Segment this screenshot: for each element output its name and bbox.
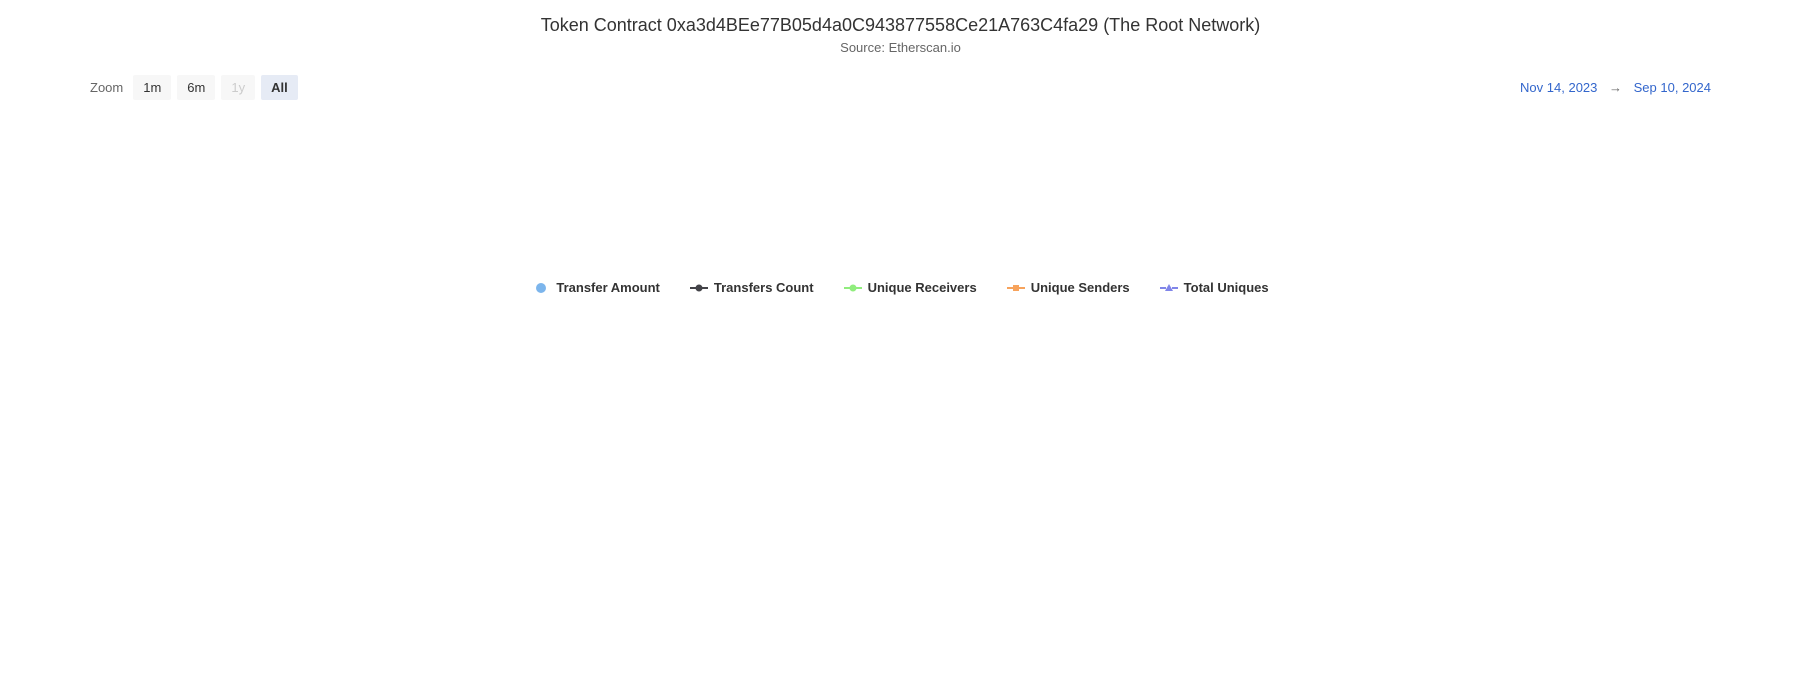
legend-total-uniques[interactable]: Total Uniques xyxy=(1160,280,1269,295)
zoom-label: Zoom xyxy=(90,80,123,95)
legend: Transfer Amount Transfers Count Unique R… xyxy=(15,280,1786,295)
chart-svg[interactable] xyxy=(15,110,315,260)
dot-icon xyxy=(532,282,550,294)
arrow-right-icon: → xyxy=(1609,80,1622,95)
legend-label: Unique Receivers xyxy=(868,280,977,295)
line-dot-icon xyxy=(844,282,862,294)
date-range: Nov 14, 2023 → Sep 10, 2024 xyxy=(1520,80,1711,95)
chart-controls: Zoom 1m 6m 1y All Nov 14, 2023 → Sep 10,… xyxy=(15,75,1786,100)
legend-unique-senders[interactable]: Unique Senders xyxy=(1007,280,1130,295)
line-dot-icon xyxy=(690,282,708,294)
zoom-1m-button[interactable]: 1m xyxy=(133,75,171,100)
line-tri-icon xyxy=(1160,282,1178,294)
legend-label: Transfers Count xyxy=(714,280,814,295)
date-to[interactable]: Sep 10, 2024 xyxy=(1634,80,1711,95)
legend-label: Transfer Amount xyxy=(556,280,660,295)
zoom-6m-button[interactable]: 6m xyxy=(177,75,215,100)
legend-transfer-amount[interactable]: Transfer Amount xyxy=(532,280,660,295)
zoom-group: Zoom 1m 6m 1y All xyxy=(90,75,298,100)
date-from[interactable]: Nov 14, 2023 xyxy=(1520,80,1597,95)
legend-transfers-count[interactable]: Transfers Count xyxy=(690,280,814,295)
chart-title: Token Contract 0xa3d4BEe77B05d4a0C943877… xyxy=(15,15,1786,36)
chart-plot-area xyxy=(15,110,1786,265)
legend-label: Total Uniques xyxy=(1184,280,1269,295)
legend-label: Unique Senders xyxy=(1031,280,1130,295)
zoom-all-button[interactable]: All xyxy=(261,75,298,100)
chart-container: Token Contract 0xa3d4BEe77B05d4a0C943877… xyxy=(15,15,1786,295)
legend-unique-receivers[interactable]: Unique Receivers xyxy=(844,280,977,295)
zoom-1y-button[interactable]: 1y xyxy=(221,75,255,100)
line-dot-icon xyxy=(1007,282,1025,294)
chart-subtitle: Source: Etherscan.io xyxy=(15,40,1786,55)
